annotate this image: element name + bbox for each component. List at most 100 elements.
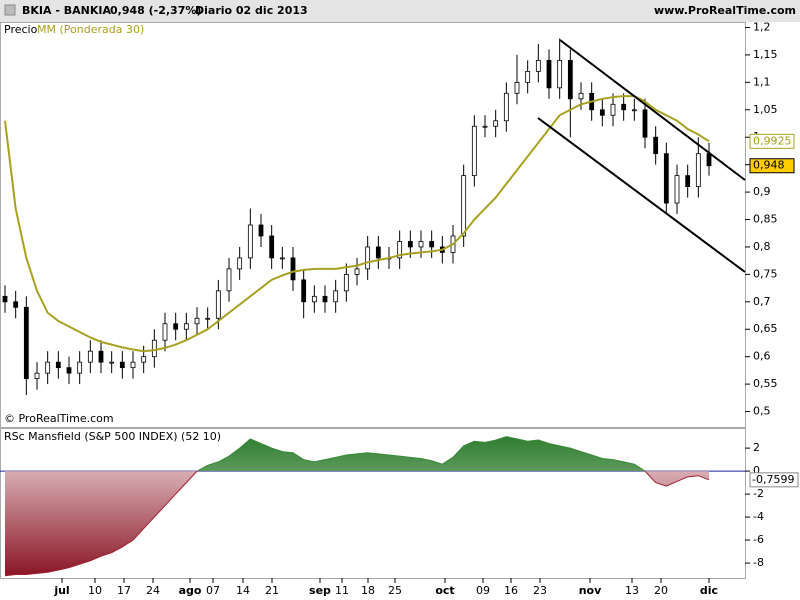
candle-body [269,235,275,259]
candle-body [674,175,680,204]
candle-body [493,120,499,127]
candle-body [301,279,307,303]
price-tag-label: 0,9925 [753,134,792,147]
y-tick-label: 0,55 [753,377,778,390]
x-tick-label: oct [435,584,454,597]
candle-body [98,350,104,363]
y-tick-label: 1,15 [753,48,778,61]
candle-body [471,125,477,177]
candle-body [567,60,573,100]
candle-body [205,317,211,320]
candle-body [23,306,29,380]
candle-body [87,350,93,363]
candle-body [375,246,381,259]
y-tick-label: -4 [753,510,764,523]
price-tag [749,158,795,174]
price-tag-label: 0,948 [753,159,785,172]
candle-body [578,92,584,100]
candle-body [461,175,467,237]
candle-body [631,109,637,112]
candle-body [695,153,701,187]
y-tick-label: -8 [753,556,764,569]
y-tick-label: 1,05 [753,103,778,116]
candle-body [322,295,328,303]
x-tick-label: nov [579,584,602,597]
y-tick-label: 0 [753,464,760,477]
candle-body [215,290,221,319]
x-tick-label: dic [700,584,718,597]
candle-body [247,224,253,259]
x-tick-label: sep [309,584,331,597]
candle-body [237,257,243,270]
rsc-title: RSc Mansfield (S&P 500 INDEX) (52 10) [4,430,221,443]
y-tick-label: 0,9 [753,185,771,198]
candle-body [130,361,136,369]
y-tick-label: 0,85 [753,213,778,226]
candle-body [77,361,83,374]
candle-body [290,257,296,281]
candle-body [525,70,531,83]
x-tick-label: 25 [388,584,402,597]
y-tick-label: 0,7 [753,295,771,308]
candle-body [685,175,691,187]
x-tick-label: 18 [361,584,375,597]
candle-body [194,317,200,325]
header-bar [0,0,800,22]
x-tick-label: 10 [88,584,102,597]
y-tick-label: -6 [753,533,764,546]
candle-body [279,257,285,260]
candle-body [429,241,435,248]
copyright: © ProRealTime.com [4,412,114,425]
rsc-line-neg [4,471,710,577]
candle-body [55,361,61,369]
x-tick-label: 20 [654,584,668,597]
x-tick-label: 14 [236,584,250,597]
candle-body [546,60,552,89]
x-tick-label: 24 [146,584,160,597]
y-tick-label: 0,6 [753,350,771,363]
y-tick-label: 1,2 [753,20,771,33]
channel-upper [559,39,746,181]
quote: 0,948 (-2,37%) [110,4,201,17]
x-tick-label: 23 [533,584,547,597]
candle-body [482,125,488,128]
x-tick-label: 17 [117,584,131,597]
candle-body [34,372,40,380]
y-tick-label: 0,5 [753,405,771,418]
candle-body [119,361,125,369]
candle-body [557,60,563,89]
candle-body [109,361,115,364]
menu-icon[interactable] [4,4,16,16]
candle-body [333,290,339,303]
candle-body [258,224,264,237]
candle-body [535,60,541,72]
x-tick-label: jul [53,584,69,597]
y-tick-label: 2 [753,441,760,454]
x-tick-label: 09 [476,584,490,597]
x-tick-label: 11 [335,584,349,597]
rsc-line-pos [196,436,646,471]
candle-body [642,109,648,138]
candle-body [45,361,51,374]
candle-body [226,268,232,292]
candle-body [354,268,360,275]
y-tick-label: -2 [753,487,764,500]
x-tick-label: ago [179,584,202,597]
candle-body [311,295,317,303]
y-tick-label: 0,8 [753,240,771,253]
candle-body [610,103,616,116]
site: www.ProRealTime.com [654,4,796,17]
candle-body [66,367,72,374]
candle-body [706,153,712,167]
candle-body [343,273,349,292]
candle-body [397,241,403,259]
channel-lower [537,117,746,273]
instrument: BKIA - BANKIA [22,4,111,17]
x-tick-label: 13 [625,584,639,597]
ma-legend: MM (Ponderada 30) [37,23,144,36]
period: Diario 02 dic 2013 [195,4,308,17]
rsc-tag-label: -0,7599 [752,473,794,486]
y-tick-label: 1,1 [753,75,771,88]
